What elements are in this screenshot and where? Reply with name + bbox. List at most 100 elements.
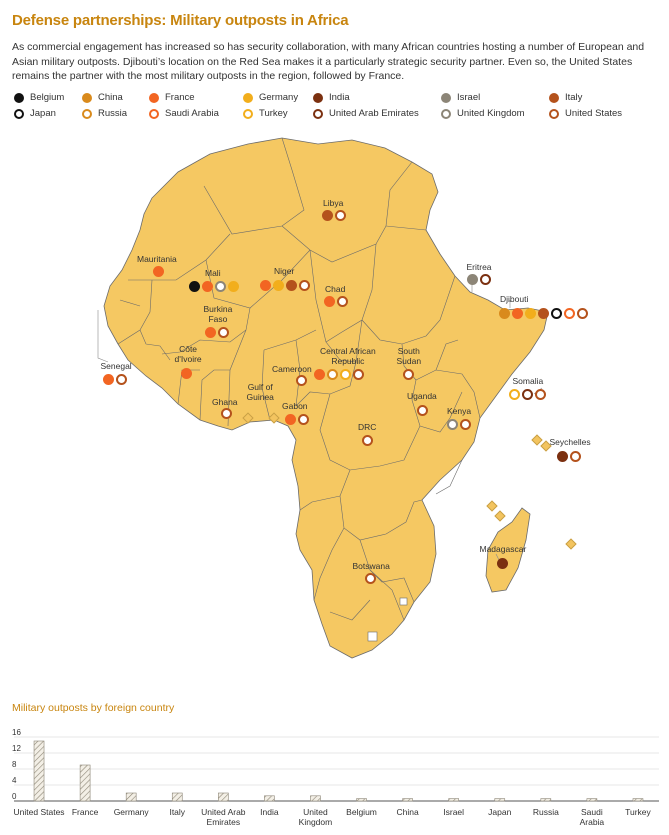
legend-label: United Arab Emirates	[329, 108, 419, 119]
legend-swatch	[82, 92, 92, 103]
host-label-uganda: Uganda	[407, 391, 437, 401]
host-label-central-african-republic: Central African Republic	[320, 346, 376, 366]
x-tick-label: China	[396, 807, 418, 817]
outpost-marker-italy	[538, 308, 549, 319]
outpost-marker-united-states	[337, 296, 348, 307]
bar-russia	[540, 798, 552, 802]
legend-swatch	[313, 92, 323, 103]
x-tick-label: Israel	[443, 807, 464, 817]
x-tick-label: Germany	[114, 807, 150, 817]
legend-swatch	[313, 108, 323, 119]
outpost-marker-united-states	[298, 414, 309, 425]
host-label-eritrea: Eritrea	[466, 262, 492, 272]
host-label-botswana: Botswana	[352, 561, 390, 571]
page-subtitle: As commercial engagement has increased s…	[12, 41, 645, 83]
host-label-seychelles: Seychelles	[549, 437, 591, 447]
x-tick-label: India	[260, 807, 279, 817]
outpost-marker-united-states	[570, 451, 581, 462]
y-tick-label: 0	[12, 792, 17, 801]
lakes-and-holes	[367, 597, 408, 642]
outpost-marker-japan	[551, 308, 562, 319]
host-label-burkina-faso: Burkina Faso	[203, 304, 233, 324]
outpost-marker-united-arab-emirates	[522, 389, 533, 400]
legend-label: China	[98, 92, 123, 103]
legend-label: Germany	[259, 92, 299, 103]
outpost-marker-france	[205, 327, 216, 338]
bar-japan	[494, 798, 506, 802]
host-label-kenya: Kenya	[447, 406, 472, 416]
host-label-senegal: Senegal	[100, 361, 132, 371]
outpost-marker-italy	[322, 210, 333, 221]
outpost-marker-france	[324, 296, 335, 307]
x-tick-label: Japan	[488, 807, 511, 817]
outpost-marker-united-states	[362, 435, 373, 446]
y-tick-label: 16	[12, 728, 21, 737]
legend-label: France	[165, 92, 195, 103]
outpost-marker-united-states	[403, 369, 414, 380]
outpost-marker-israel	[467, 274, 478, 285]
legend-swatch	[441, 108, 451, 119]
host-label-south-sudan: South Sudan	[396, 346, 422, 366]
outpost-marker-united-states	[353, 369, 364, 380]
bar-chart: 0 4 8 12 16 United States France Germany Italy U…	[12, 728, 659, 827]
outpost-marker-united-states	[460, 419, 471, 430]
africa-map: Libya Mauritania Mali Niger Chad Eritrea Djibo…	[0, 130, 669, 690]
legend-item-turkey: Turkey	[243, 108, 288, 119]
outpost-marker-france	[103, 374, 114, 385]
bar-united-states	[33, 740, 45, 802]
legend-swatch	[149, 108, 159, 119]
outpost-marker-united-states	[417, 405, 428, 416]
outpost-marker-united-states	[335, 210, 346, 221]
x-tick-label: France	[72, 807, 99, 817]
outpost-marker-france	[153, 266, 164, 277]
madagascar	[485, 507, 531, 593]
legend-item-united-kingdom: United Kingdom	[441, 108, 525, 119]
outpost-marker-united-arab-emirates	[480, 274, 491, 285]
legend-label: Saudi Arabia	[165, 108, 219, 119]
legend-swatch	[549, 92, 559, 103]
host-label-chad: Chad	[325, 284, 346, 294]
legend-item-united-arab-emirates: United Arab Emirates	[313, 108, 419, 119]
y-tick-label: 12	[12, 744, 21, 753]
outpost-marker-united-states	[365, 573, 376, 584]
x-tick-label: Belgium	[346, 807, 377, 817]
outpost-marker-united-kingdom	[447, 419, 458, 430]
x-tick-label: Italy	[169, 807, 185, 817]
legend-item-india: India	[313, 92, 350, 103]
outpost-marker-saudi-arabia	[564, 308, 575, 319]
outpost-marker-india	[557, 451, 568, 462]
host-label-cameroon: Cameroon	[272, 364, 312, 374]
legend-item-united-states: United States	[549, 108, 622, 119]
x-tick-label: United States	[14, 807, 65, 817]
host-label-c-te-d-ivoire: Côte d'Ivoire	[174, 344, 202, 364]
x-tick-label: Turkey	[625, 807, 651, 817]
outpost-marker-germany	[273, 280, 284, 291]
bar-israel	[448, 798, 459, 802]
legend-item-france: France	[149, 92, 195, 103]
outpost-marker-india	[497, 558, 508, 569]
outpost-marker-united-states	[535, 389, 546, 400]
legend-label: Italy	[565, 92, 583, 103]
outpost-marker-united-states	[577, 308, 588, 319]
outpost-marker-united-states	[299, 280, 310, 291]
outpost-marker-germany	[228, 281, 239, 292]
africa-continent	[103, 137, 549, 659]
outpost-marker-china	[499, 308, 510, 319]
bar-china	[402, 798, 413, 802]
legend-swatch	[549, 108, 559, 119]
africa-map-svg	[97, 137, 549, 659]
outpost-marker-turkey	[509, 389, 520, 400]
outpost-marker-united-states	[116, 374, 127, 385]
chart-title: Military outposts by foreign country	[12, 702, 175, 714]
legend-swatch	[149, 92, 159, 103]
legend-item-saudi-arabia: Saudi Arabia	[149, 108, 219, 119]
outpost-marker-united-kingdom	[215, 281, 226, 292]
legend-item-belgium: Belgium	[14, 92, 64, 103]
bar-united-kingdom	[310, 795, 321, 802]
legend-swatch	[243, 108, 253, 119]
legend-swatch	[243, 92, 253, 103]
legend-label: Japan	[30, 108, 56, 119]
legend-swatch	[14, 108, 24, 119]
host-label-mali: Mali	[205, 268, 221, 278]
host-label-niger: Niger	[274, 266, 295, 276]
